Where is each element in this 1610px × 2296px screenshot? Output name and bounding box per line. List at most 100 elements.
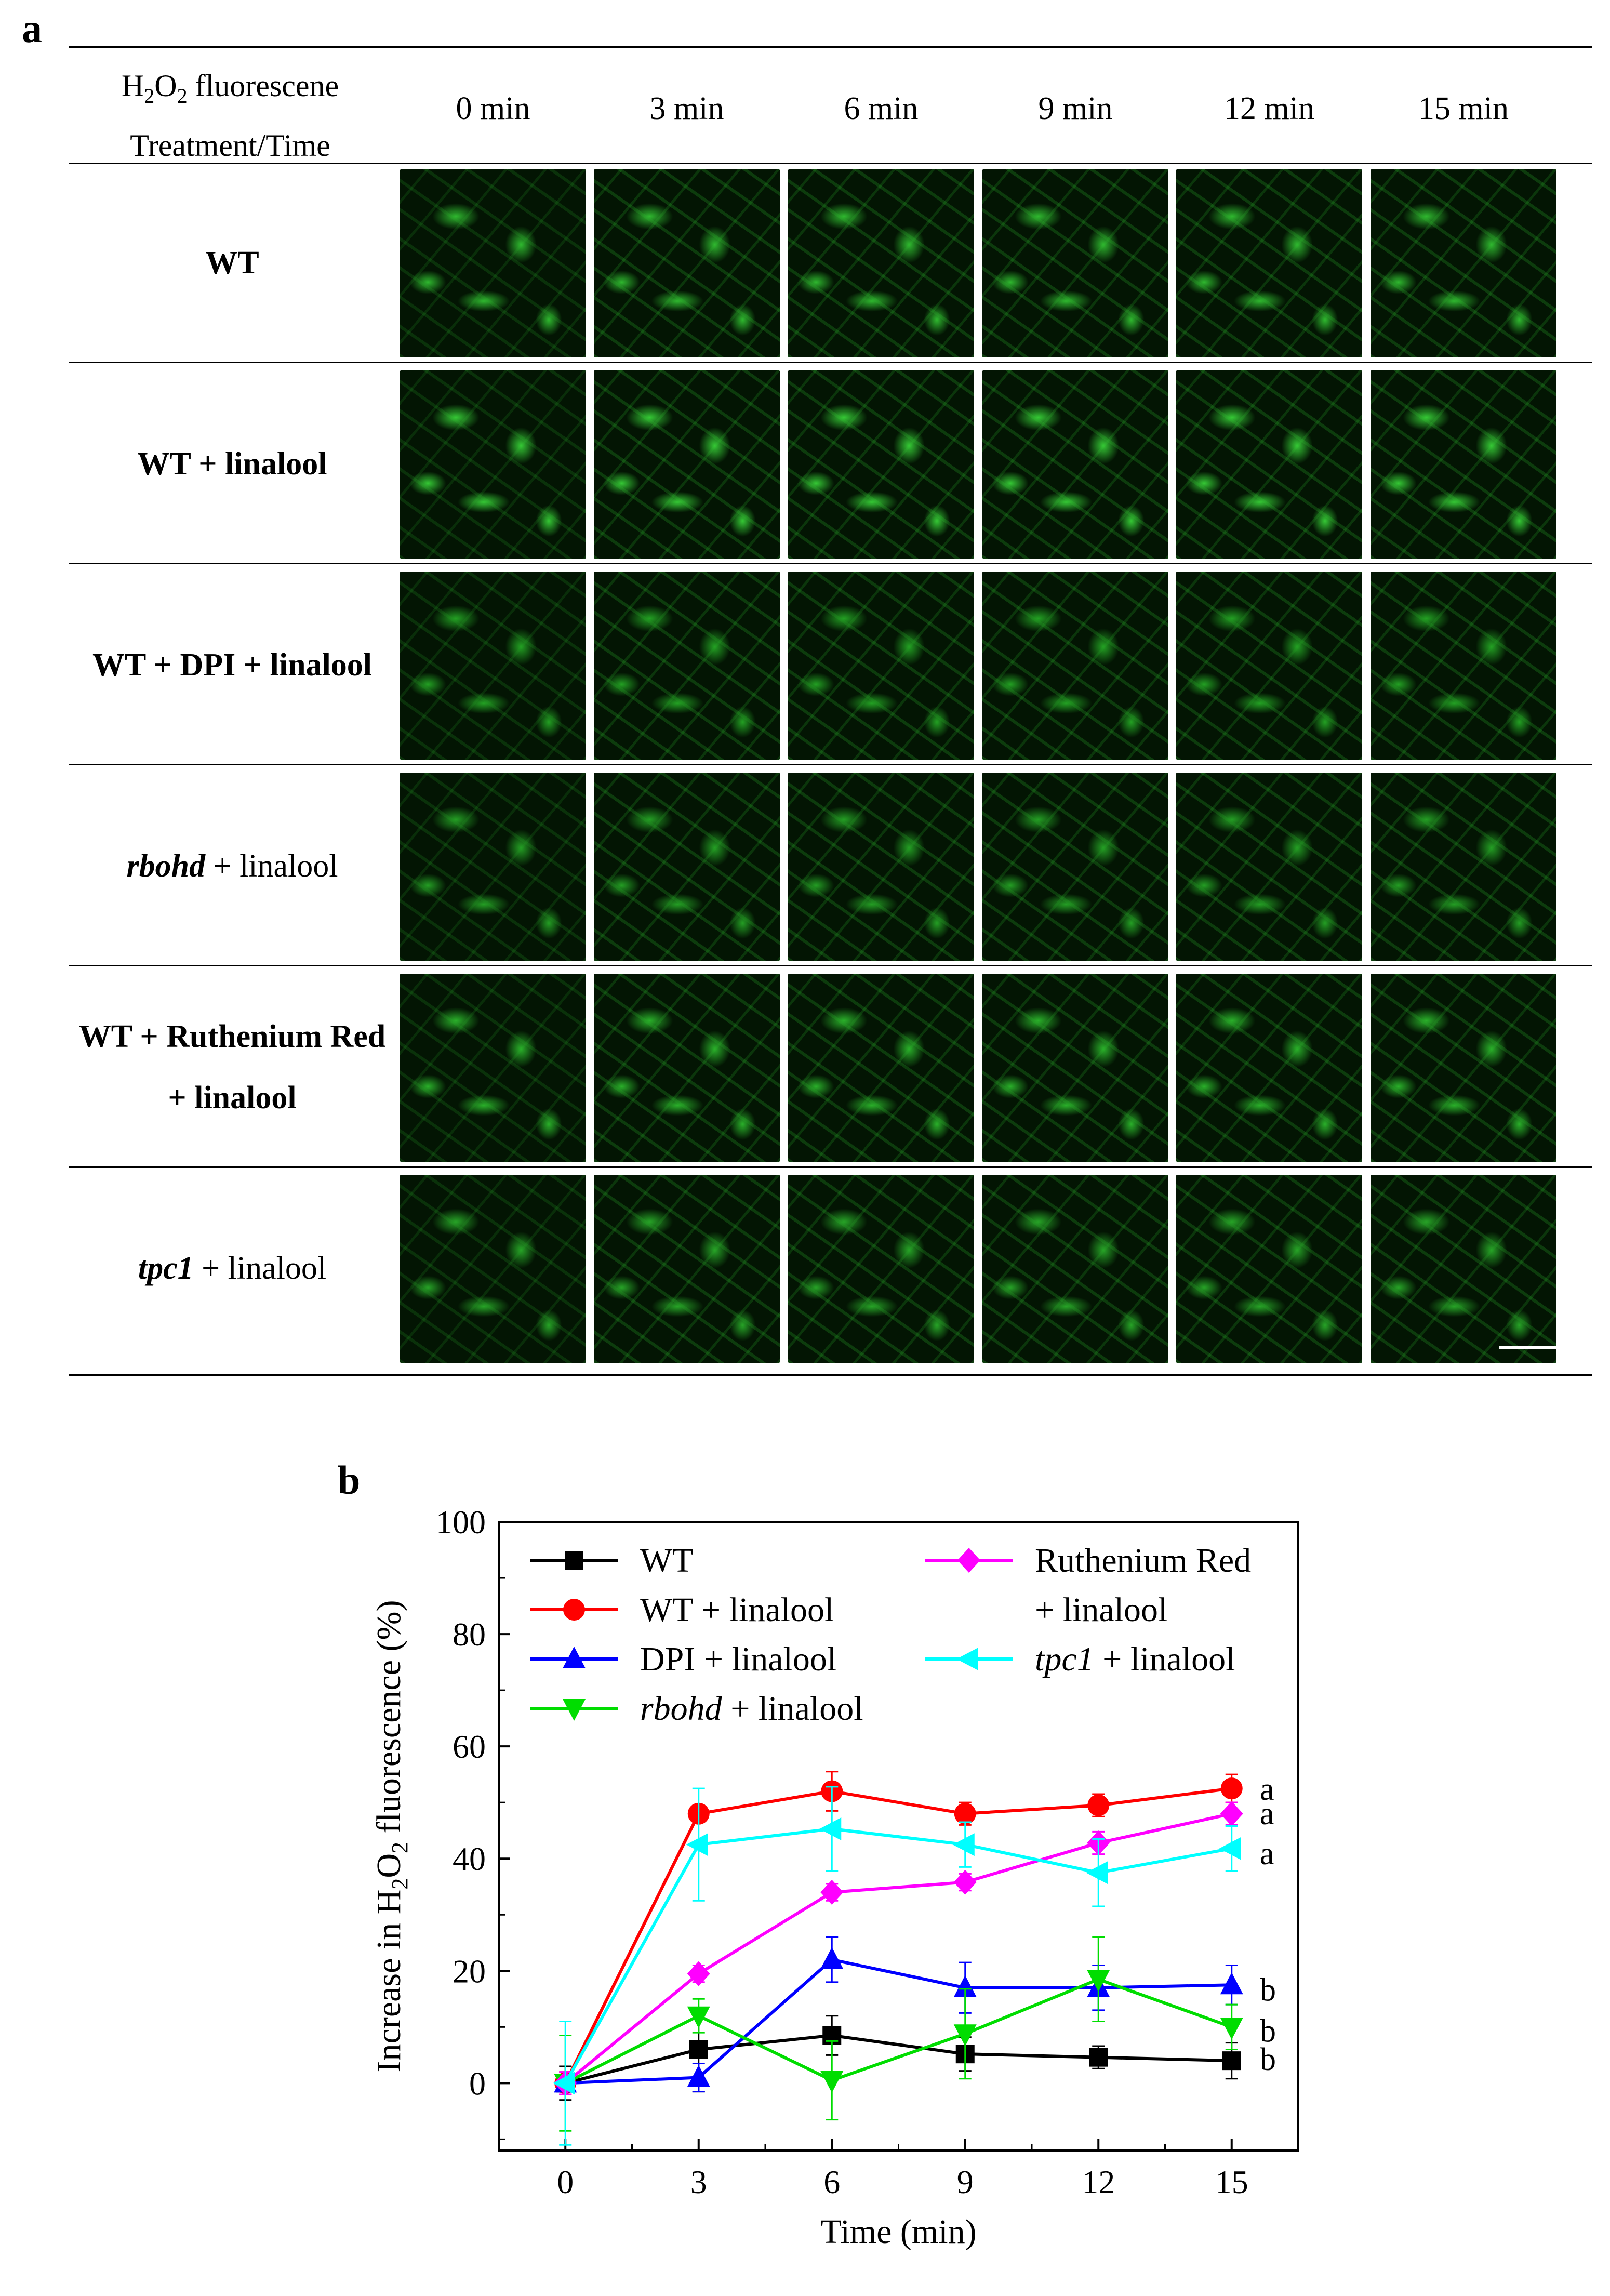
- y-tick-label: 100: [436, 1504, 486, 1541]
- fluorescence-image-r5-c0: [400, 1175, 586, 1363]
- fluorescence-image-r0-c4: [1176, 169, 1362, 357]
- time-header-1: 3 min: [649, 91, 724, 126]
- fluorescence-image-r5-c2: [788, 1175, 974, 1363]
- data-point: [1220, 1972, 1243, 1995]
- legend-item-5: tpc1 + linalool: [925, 1640, 1235, 1678]
- fluorescence-image-r4-c5: [1371, 974, 1556, 1162]
- x-tick-label: 3: [690, 2164, 707, 2200]
- table-top-rule: [69, 46, 1592, 48]
- fluorescence-image-r4-c3: [982, 974, 1168, 1162]
- legend-item-2: DPI + linalool: [530, 1640, 836, 1678]
- fluorescence-image-r3-c0: [400, 773, 586, 961]
- y-tick-label: 20: [453, 1953, 486, 1989]
- data-point: [1220, 1777, 1243, 1800]
- fluorescence-image-r4-c0: [400, 974, 586, 1162]
- scale-bar: [1499, 1346, 1557, 1349]
- fluorescence-image-r2-c0: [400, 572, 586, 760]
- row-label-4: WT + Ruthenium Red + linalool: [78, 1019, 386, 1116]
- fluorescence-image-r3-c1: [594, 773, 780, 961]
- legend-label: WT: [640, 1542, 694, 1580]
- significance-letter: b: [1260, 1972, 1276, 2008]
- row-separator: [69, 362, 1592, 363]
- fluorescence-image-r2-c5: [1371, 572, 1556, 760]
- legend-marker: [563, 1699, 586, 1721]
- data-point: [820, 2071, 844, 2093]
- fluorescence-image-r1-c2: [788, 370, 974, 559]
- row-label-2: WT + DPI + linalool: [92, 647, 372, 683]
- time-header-0: 0 min: [456, 91, 530, 126]
- significance-letter: a: [1260, 1796, 1274, 1832]
- fluorescence-image-r1-c5: [1371, 370, 1556, 559]
- chart-axes: 0 20 40 60 80 100 0 3 6 9 12 15 Time (min) Increase i…: [370, 1504, 1299, 2251]
- legend-label: tpc1 + linalool: [1035, 1640, 1235, 1678]
- series-3: b: [554, 1936, 1276, 2132]
- fluorescence-image-r2-c3: [982, 572, 1168, 760]
- fluorescence-image-r3-c5: [1371, 773, 1556, 961]
- x-tick-label: 15: [1215, 2164, 1248, 2200]
- legend-label: rbohd + linalool: [640, 1690, 863, 1728]
- data-point: [819, 1817, 842, 1840]
- fluorescence-image-r0-c5: [1371, 169, 1556, 357]
- legend-label: WT + linalool: [640, 1591, 834, 1629]
- legend-marker: [563, 1647, 586, 1668]
- h2o2-increase-line-chart: 0 20 40 60 80 100 0 3 6 9 12 15 Time (min) Increase i…: [370, 1504, 1299, 2251]
- legend-item-0: WT: [530, 1542, 694, 1580]
- data-point: [1089, 2048, 1108, 2067]
- chart-series: b a bb aa: [553, 1771, 1276, 2146]
- data-point: [553, 2072, 575, 2095]
- fluorescence-image-r3-c4: [1176, 773, 1362, 961]
- significance-letter: b: [1260, 2042, 1276, 2077]
- row-label-3: rbohd + linalool: [126, 848, 338, 884]
- legend-label-line2: + linalool: [1035, 1591, 1167, 1629]
- fluorescence-image-r1-c1: [594, 370, 780, 559]
- data-point: [1220, 2018, 1243, 2040]
- data-point: [952, 1833, 975, 1856]
- x-axis-label: Time (min): [820, 2213, 976, 2251]
- panel-b-letter: b: [338, 1457, 361, 1503]
- series-5: a: [553, 1786, 1274, 2146]
- x-tick-label: 9: [957, 2164, 974, 2200]
- data-point: [954, 1802, 976, 1825]
- row-label-0: WT: [205, 245, 259, 281]
- time-header-3: 9 min: [1038, 91, 1113, 126]
- significance-letter: a: [1260, 1772, 1274, 1807]
- series-line: [565, 1958, 1232, 2085]
- data-point: [686, 1833, 708, 1856]
- y-tick-label: 40: [453, 1840, 486, 1877]
- fluorescence-image-r2-c1: [594, 572, 780, 760]
- legend-marker: [956, 1648, 978, 1670]
- series-line: [564, 1812, 1232, 2085]
- series-line: [564, 1827, 1232, 2084]
- data-point: [820, 1947, 844, 1969]
- fluorescence-image-r1-c0: [400, 370, 586, 559]
- data-point: [820, 1880, 844, 1905]
- fluorescence-image-r2-c2: [788, 572, 974, 760]
- fluorescence-image-r4-c2: [788, 974, 974, 1162]
- legend-item-1: WT + linalool: [530, 1591, 834, 1629]
- data-point: [687, 2065, 710, 2087]
- fluorescence-image-r2-c4: [1176, 572, 1362, 760]
- y-tick-label: 80: [453, 1616, 486, 1653]
- y-tick-label: 0: [469, 2065, 486, 2102]
- fluorescence-image-r5-c4: [1176, 1175, 1362, 1363]
- data-point: [687, 2006, 710, 2028]
- data-point: [953, 1975, 977, 1997]
- row-separator: [69, 764, 1592, 765]
- fluorescence-image-r5-c5: [1371, 1175, 1556, 1363]
- fluorescence-image-r0-c1: [594, 169, 780, 357]
- row-label-1: WT + linalool: [137, 446, 327, 482]
- fluorescence-image-r0-c0: [400, 169, 586, 357]
- legend-marker: [565, 1551, 583, 1570]
- data-point: [1086, 1861, 1108, 1884]
- fluorescence-image-r0-c3: [982, 169, 1168, 357]
- legend-item-3: rbohd + linalool: [530, 1690, 863, 1728]
- series-line: [564, 1787, 1232, 2084]
- fluorescence-image-r0-c2: [788, 169, 974, 357]
- fluorescence-image-r4-c4: [1176, 974, 1362, 1162]
- table-corner-header: H2O2 fluorescene Treatment/Time: [69, 56, 391, 175]
- significance-letter: b: [1260, 2013, 1276, 2049]
- data-point: [953, 2024, 977, 2047]
- fluorescence-image-r3-c3: [982, 773, 1168, 961]
- y-axis-label: Increase in H2O2 fluorescence (%): [370, 1600, 413, 2073]
- x-tick-label: 12: [1082, 2164, 1115, 2200]
